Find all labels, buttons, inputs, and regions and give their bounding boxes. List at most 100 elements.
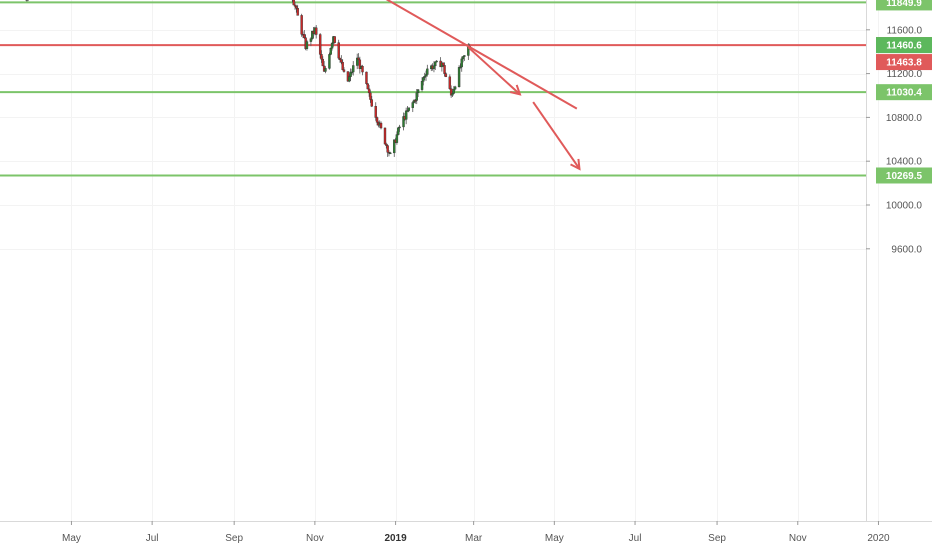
candle-body: [320, 54, 323, 60]
candle-body: [444, 73, 448, 78]
candle-body: [432, 65, 436, 69]
candle-body: [385, 143, 388, 146]
price-badge-label: 11460.6: [886, 41, 922, 52]
candle-body: [330, 43, 334, 49]
candle-body: [389, 152, 392, 155]
candle-body: [328, 54, 331, 69]
price-badge: [876, 0, 932, 11]
candle-body: [397, 127, 400, 135]
candle-body: [393, 139, 396, 154]
candle-body: [292, 0, 295, 6]
time-axis[interactable]: May Jul Sep Nov 2019 Mar May Jul Sep Nov 2020: [62, 521, 890, 544]
candle-body: [457, 67, 461, 88]
candle-body: [426, 68, 429, 75]
candle-body: [424, 74, 428, 77]
candle-body: [460, 58, 463, 68]
candle-body: [461, 56, 465, 60]
price-badge: [876, 37, 932, 54]
arrow-line[interactable]: [467, 46, 521, 96]
candle-body: [295, 6, 298, 9]
candle-body: [305, 41, 309, 49]
time-tick-label: May: [62, 533, 81, 544]
time-tick-label: Nov: [789, 533, 807, 544]
price-tick-label: 10000.0: [886, 201, 923, 212]
trendline[interactable]: [131, 0, 578, 110]
time-tick-label: Sep: [708, 533, 726, 544]
time-tick-label: May: [545, 533, 564, 544]
price-tick-label: 11600.0: [887, 25, 923, 36]
candle-body: [324, 68, 327, 72]
arrow-head[interactable]: [509, 84, 522, 96]
candles: [25, 0, 471, 157]
candle-body: [453, 86, 457, 90]
candle-body: [318, 34, 322, 55]
candle-body: [386, 145, 389, 153]
price-axis[interactable]: 14400.014000.012800.012400.012000.011600…: [866, 0, 922, 255]
candle-body: [348, 76, 351, 82]
price-tick-label: 11200.0: [887, 69, 923, 80]
candle-body: [375, 117, 379, 123]
candle-body: [357, 57, 360, 61]
time-tick-label: Jul: [146, 533, 159, 544]
candle-body: [361, 66, 364, 73]
candle-body: [370, 99, 373, 107]
price-badge-label: 10269.5: [886, 171, 923, 182]
candle-body: [358, 59, 362, 69]
price-badge-label: 11849.9: [886, 0, 922, 9]
time-tick-label: Nov: [306, 533, 324, 544]
candle-body: [321, 58, 325, 67]
price-badge-label: 11030.4: [886, 88, 922, 99]
candle-body: [369, 92, 372, 100]
candle-body: [365, 71, 368, 84]
candle-body: [404, 110, 408, 120]
drawings[interactable]: [131, 0, 581, 171]
candle-body: [300, 15, 303, 35]
candle-body: [463, 55, 466, 57]
candle-body: [443, 65, 446, 74]
candle-body: [342, 69, 346, 72]
time-tick-label: 2019: [384, 533, 407, 544]
candle-body: [296, 8, 299, 16]
time-tick-label: Jul: [629, 533, 642, 544]
candle-body: [442, 62, 445, 66]
arrow-line[interactable]: [532, 101, 581, 170]
candle-body: [309, 38, 313, 42]
candle-body: [416, 89, 420, 94]
price-badge-label: 11463.8: [886, 58, 922, 69]
arrow-head[interactable]: [570, 158, 581, 171]
candle-body: [448, 76, 452, 89]
candle-body: [337, 42, 340, 59]
candle-body: [451, 93, 454, 96]
candle-body: [356, 57, 359, 66]
candle-body: [434, 61, 437, 67]
candle-body: [314, 27, 318, 35]
candle-body: [352, 65, 355, 73]
candle-body: [422, 77, 425, 82]
candle-body: [340, 59, 343, 63]
horizontal-levels[interactable]: [0, 0, 866, 177]
candle-body: [383, 127, 387, 145]
candle-body: [366, 83, 369, 90]
candle-body: [395, 134, 399, 143]
candle-body: [407, 107, 411, 111]
price-tick-label: 10400.0: [886, 157, 923, 168]
price-tick-label: 10800.0: [886, 113, 923, 124]
candle-body: [402, 116, 405, 128]
candle-body: [415, 92, 418, 101]
candle-body: [341, 62, 344, 70]
price-badge: [876, 167, 932, 184]
candle-body: [398, 126, 401, 129]
time-tick-label: Mar: [465, 533, 483, 544]
candle-body: [333, 36, 336, 43]
time-tick-label: 2020: [867, 533, 890, 544]
price-badge: [876, 84, 932, 101]
time-tick-label: Sep: [225, 533, 243, 544]
candle-body: [435, 60, 438, 63]
candle-body: [452, 88, 455, 94]
candle-body: [338, 57, 342, 61]
candle-body: [379, 122, 383, 129]
candle-body: [374, 106, 377, 118]
price-tick-label: 9600.0: [891, 244, 922, 255]
